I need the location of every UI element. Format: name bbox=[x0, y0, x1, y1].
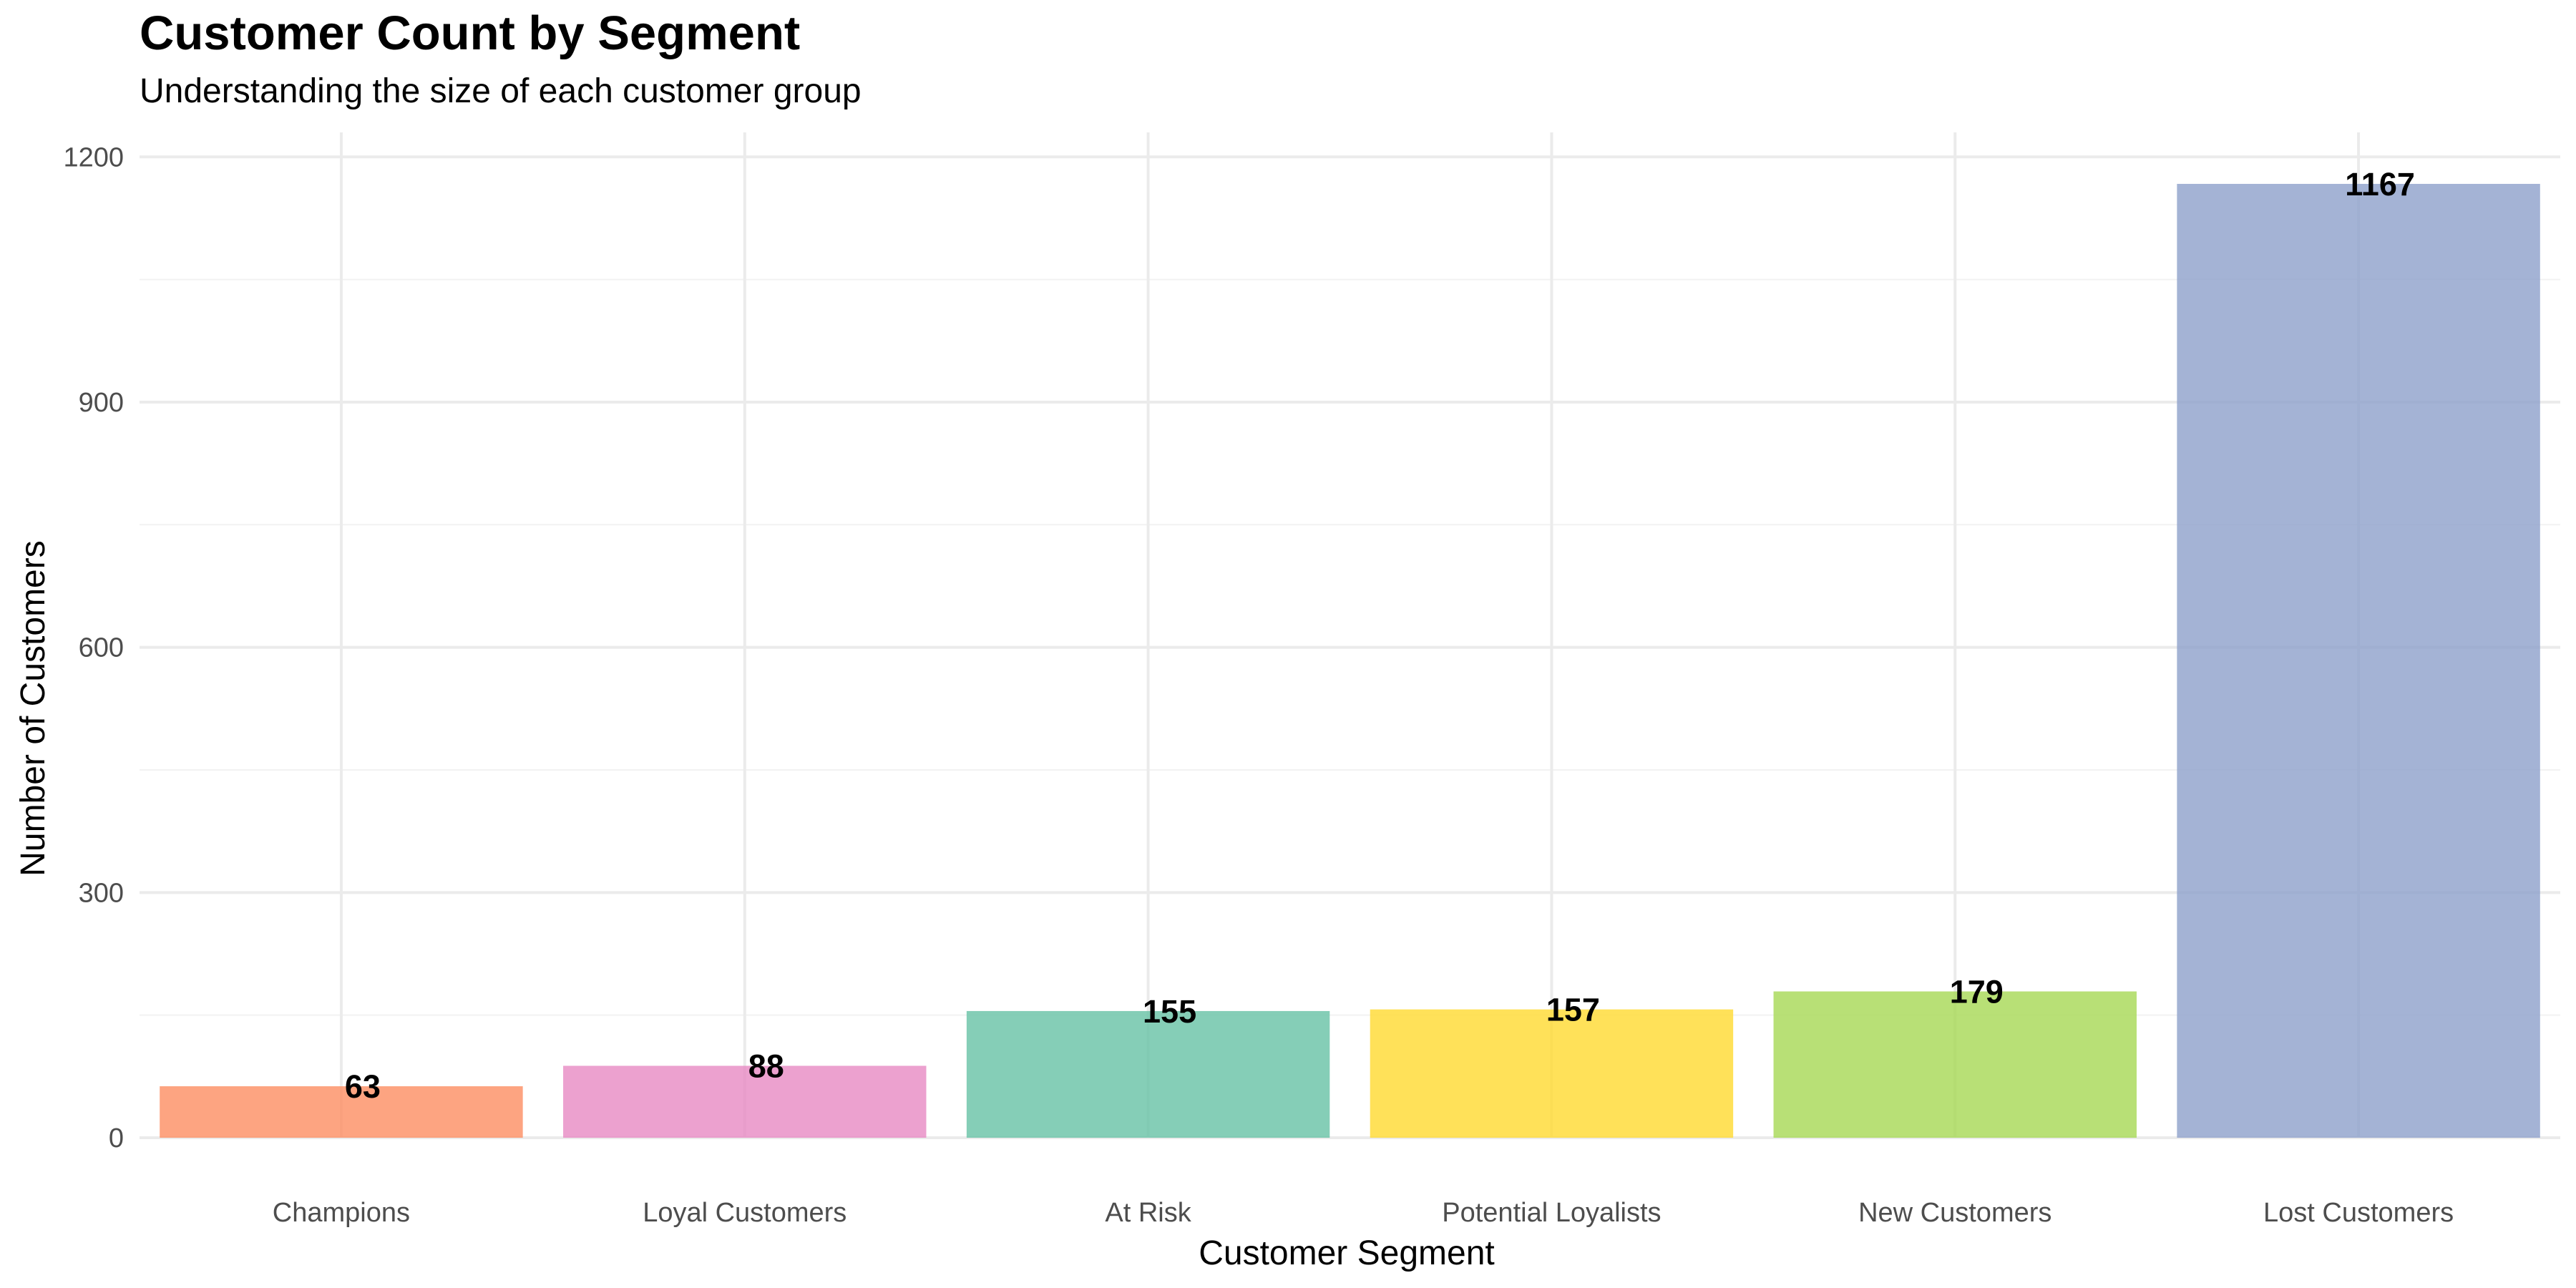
x-tick-label: At Risk bbox=[1105, 1198, 1191, 1228]
y-axis-ticks: 0 300 600 900 1200 bbox=[63, 142, 124, 1153]
bar-value-label: 63 bbox=[345, 1068, 381, 1105]
bar bbox=[1773, 991, 2137, 1138]
bars bbox=[160, 183, 2540, 1138]
bar-labels: 63 88 155 157 179 1167 bbox=[345, 166, 2415, 1105]
bar bbox=[1370, 1009, 1734, 1138]
x-tick-label: Champions bbox=[273, 1198, 410, 1228]
y-tick-label: 600 bbox=[79, 633, 124, 663]
grid-lines bbox=[140, 132, 2560, 1139]
bar-value-label: 157 bbox=[1546, 992, 1600, 1028]
chart-subtitle: Understanding the size of each customer … bbox=[140, 72, 862, 110]
bar bbox=[563, 1065, 927, 1138]
bar bbox=[966, 1010, 1330, 1138]
x-tick-label: Loyal Customers bbox=[643, 1198, 847, 1228]
y-tick-label: 300 bbox=[79, 878, 124, 908]
y-tick-label: 900 bbox=[79, 388, 124, 418]
x-tick-label: Potential Loyalists bbox=[1442, 1198, 1661, 1228]
chart-title: Customer Count by Segment bbox=[140, 6, 801, 60]
x-axis-ticks: Champions Loyal Customers At Risk Potential… bbox=[273, 1198, 2454, 1228]
y-tick-label: 0 bbox=[109, 1123, 124, 1153]
x-tick-label: New Customers bbox=[1858, 1198, 2051, 1228]
bar-value-label: 1167 bbox=[2345, 166, 2415, 203]
bar bbox=[160, 1086, 523, 1138]
y-axis-title: Number of Customers bbox=[14, 540, 52, 876]
x-tick-label: Lost Customers bbox=[2263, 1198, 2454, 1228]
bar-value-label: 88 bbox=[748, 1048, 784, 1084]
bar-value-label: 155 bbox=[1143, 993, 1196, 1030]
bar bbox=[2177, 183, 2540, 1138]
bar-value-label: 179 bbox=[1950, 974, 2004, 1010]
y-tick-label: 1200 bbox=[63, 142, 124, 172]
x-axis-title: Customer Segment bbox=[1199, 1234, 1495, 1272]
